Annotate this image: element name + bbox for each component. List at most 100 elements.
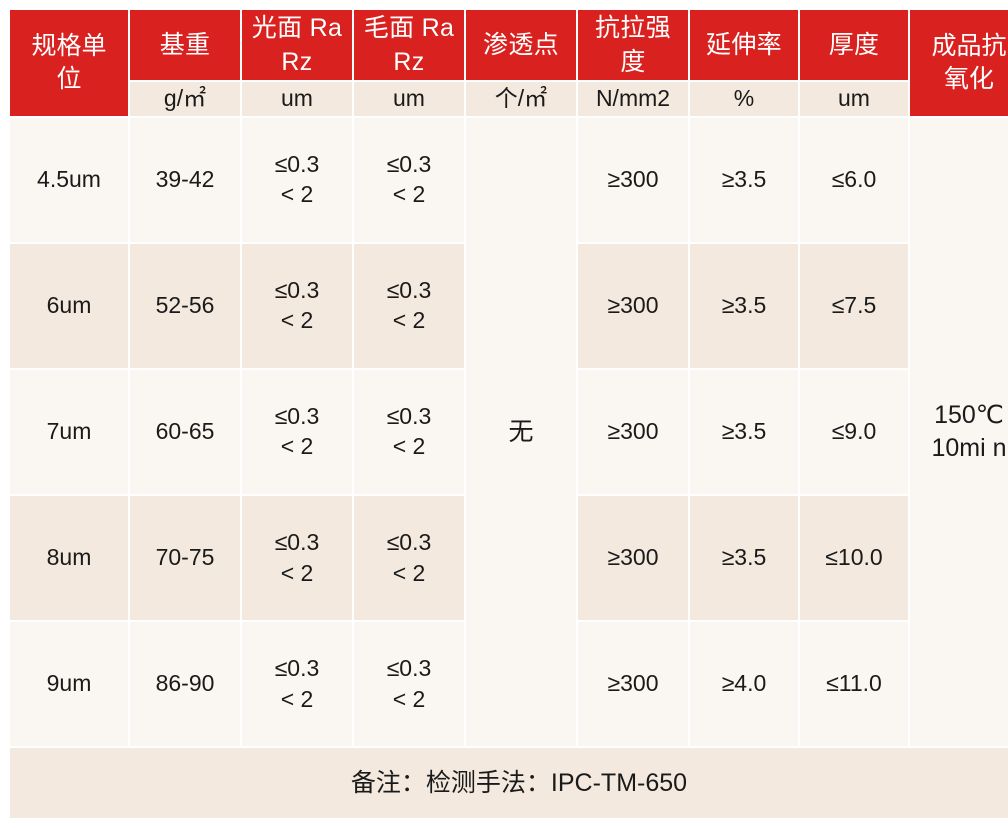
- value-line-rz: < 2: [392, 685, 426, 712]
- header-label-line: 位: [56, 65, 82, 94]
- value-line-rz: < 2: [280, 433, 314, 460]
- cell-basis-weight: 60-65: [130, 369, 240, 494]
- header-row: 规格单 位 基重 光面 Ra Rz 毛面 Ra Rz 渗透点: [10, 10, 1008, 116]
- value-line-rz: < 2: [280, 307, 314, 334]
- unit-cell-basis-weight: g/㎡: [130, 82, 240, 116]
- header-cell-elongation: 延伸率: [690, 10, 798, 80]
- cell-matte-side-roughness: ≤0.3 < 2: [354, 243, 464, 368]
- cell-tensile-strength: ≥300: [578, 622, 688, 747]
- cell-spec-unit: 8um: [10, 495, 128, 621]
- cell-basis-weight: 70-75: [130, 495, 240, 621]
- cell-shiny-side-roughness: ≤0.3 < 2: [242, 622, 352, 747]
- value-line-rz: < 2: [392, 559, 426, 586]
- header-label-line: 渗透点: [483, 30, 559, 59]
- cell-tensile-strength: ≥300: [578, 369, 688, 494]
- cell-matte-side-roughness: ≤0.3 < 2: [354, 369, 464, 494]
- cell-spec-unit: 7um: [10, 369, 128, 494]
- header-cell-pinhole: 渗透点: [466, 10, 576, 80]
- header-label-line: 度: [620, 47, 646, 76]
- header-cell-basis-weight: 基重: [130, 10, 240, 80]
- cell-tensile-strength: ≥300: [578, 243, 688, 368]
- cell-antioxidation-merged: 150℃ 10mi n: [910, 117, 1008, 747]
- value-line-ra: ≤0.3: [274, 528, 320, 555]
- header-label-line: 抗拉强: [595, 14, 671, 42]
- value-line-rz: < 2: [280, 559, 314, 586]
- value-line-ra: ≤0.3: [386, 528, 432, 555]
- cell-spec-unit: 4.5um: [10, 117, 128, 242]
- cell-shiny-side-roughness: ≤0.3 < 2: [242, 117, 352, 242]
- value-line-rz: < 2: [280, 685, 314, 712]
- antioxidation-duration: 10mi n: [931, 434, 1007, 463]
- cell-elongation: ≥3.5: [690, 369, 798, 494]
- cell-tensile-strength: ≥300: [578, 117, 688, 242]
- specification-table: 规格单 位 基重 光面 Ra Rz 毛面 Ra Rz 渗透点: [8, 8, 1008, 820]
- cell-elongation: ≥3.5: [690, 495, 798, 621]
- unit-row: g/㎡ um um 个/㎡ N/mm2 % um: [10, 82, 1008, 116]
- footnote-text: 备注：检测手法：IPC-TM-650: [10, 748, 1008, 818]
- header-label-line: 毛面 Ra: [363, 14, 455, 42]
- cell-thickness: ≤11.0: [800, 622, 908, 747]
- value-line-rz: < 2: [392, 433, 426, 460]
- table-row: 7um 60-65 ≤0.3 < 2 ≤0.3 < 2 ≥300 ≥3.5 ≤9…: [10, 369, 1008, 494]
- value-line-rz: < 2: [392, 181, 426, 208]
- cell-thickness: ≤10.0: [800, 495, 908, 621]
- unit-cell-pinhole: 个/㎡: [466, 82, 576, 116]
- value-line-ra: ≤0.3: [386, 150, 432, 177]
- header-label-line: 氧化: [943, 65, 994, 94]
- cell-basis-weight: 52-56: [130, 243, 240, 368]
- cell-shiny-side-roughness: ≤0.3 < 2: [242, 369, 352, 494]
- header-cell-thickness: 厚度: [800, 10, 908, 80]
- cell-tensile-strength: ≥300: [578, 495, 688, 621]
- cell-shiny-side-roughness: ≤0.3 < 2: [242, 243, 352, 368]
- value-line-ra: ≤0.3: [386, 654, 432, 681]
- cell-spec-unit: 6um: [10, 243, 128, 368]
- value-line-ra: ≤0.3: [274, 654, 320, 681]
- table-body: 4.5um 39-42 ≤0.3 < 2 ≤0.3 < 2 无 ≥300 ≥3.…: [10, 117, 1008, 818]
- header-cell-spec-unit: 规格单 位: [10, 10, 128, 116]
- cell-spec-unit: 9um: [10, 622, 128, 747]
- footnote-row: 备注：检测手法：IPC-TM-650: [10, 748, 1008, 818]
- header-cell-antioxidation: 成品抗 氧化: [910, 10, 1008, 116]
- cell-elongation: ≥3.5: [690, 243, 798, 368]
- header-cell-matte-side-roughness: 毛面 Ra Rz: [354, 10, 464, 80]
- table-row: 4.5um 39-42 ≤0.3 < 2 ≤0.3 < 2 无 ≥300 ≥3.…: [10, 117, 1008, 747]
- value-line-ra: ≤0.3: [386, 402, 432, 429]
- cell-basis-weight: 39-42: [130, 117, 240, 242]
- cell-thickness: ≤7.5: [800, 243, 908, 368]
- value-line-rz: < 2: [280, 181, 314, 208]
- unit-cell-thickness: um: [800, 82, 908, 116]
- table-row: 9um 86-90 ≤0.3 < 2 ≤0.3 < 2 ≥300 ≥4.0 ≤1…: [10, 622, 1008, 747]
- unit-cell-shiny-side-roughness: um: [242, 82, 352, 116]
- header-cell-tensile-strength: 抗拉强 度: [578, 10, 688, 80]
- cell-matte-side-roughness: ≤0.3 < 2: [354, 495, 464, 621]
- value-line-ra: ≤0.3: [386, 276, 432, 303]
- unit-cell-matte-side-roughness: um: [354, 82, 464, 116]
- cell-basis-weight: 86-90: [130, 622, 240, 747]
- cell-matte-side-roughness: ≤0.3 < 2: [354, 117, 464, 242]
- unit-cell-tensile-strength: N/mm2: [578, 82, 688, 116]
- header-label-line: Rz: [281, 47, 313, 76]
- header-label-line: Rz: [393, 47, 425, 76]
- header-label-line: 延伸率: [706, 30, 782, 59]
- header-label-line: 光面 Ra: [251, 14, 343, 42]
- value-line-ra: ≤0.3: [274, 150, 320, 177]
- table-row: 8um 70-75 ≤0.3 < 2 ≤0.3 < 2 ≥300 ≥3.5 ≤1…: [10, 495, 1008, 621]
- cell-elongation: ≥4.0: [690, 622, 798, 747]
- table-header: 规格单 位 基重 光面 Ra Rz 毛面 Ra Rz 渗透点: [10, 10, 1008, 116]
- cell-matte-side-roughness: ≤0.3 < 2: [354, 622, 464, 747]
- cell-thickness: ≤6.0: [800, 117, 908, 242]
- value-line-ra: ≤0.3: [274, 276, 320, 303]
- header-label-line: 基重: [159, 30, 211, 59]
- header-label-line: 厚度: [828, 30, 880, 59]
- antioxidation-temperature: 150℃: [934, 400, 1004, 429]
- cell-thickness: ≤9.0: [800, 369, 908, 494]
- header-label-line: 成品抗: [931, 31, 1007, 60]
- unit-cell-elongation: %: [690, 82, 798, 116]
- header-cell-shiny-side-roughness: 光面 Ra Rz: [242, 10, 352, 80]
- table-row: 6um 52-56 ≤0.3 < 2 ≤0.3 < 2 ≥300 ≥3.5 ≤7…: [10, 243, 1008, 368]
- cell-elongation: ≥3.5: [690, 117, 798, 242]
- header-label-line: 规格单: [31, 31, 107, 60]
- cell-pinhole-merged: 无: [466, 117, 576, 747]
- value-line-ra: ≤0.3: [274, 402, 320, 429]
